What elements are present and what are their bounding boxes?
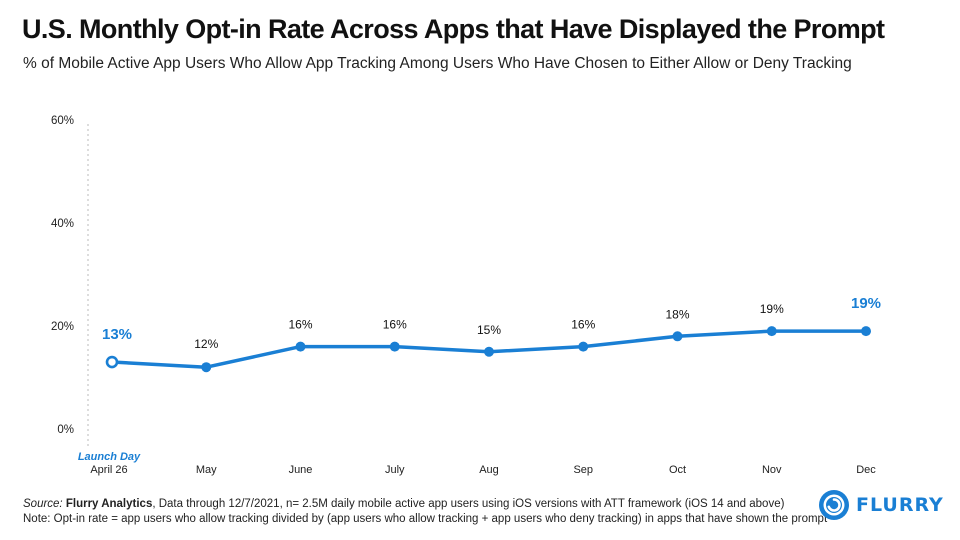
- note-line: Note: Opt-in rate = app users who allow …: [23, 513, 828, 525]
- flurry-logo: FLURRY: [818, 489, 944, 521]
- source-label: Source:: [23, 498, 63, 510]
- launch-day-label: Launch Day: [78, 451, 141, 463]
- chart-subtitle: % of Mobile Active App Users Who Allow A…: [23, 55, 852, 72]
- source-line: Source: Flurry Analytics, Data through 1…: [23, 497, 827, 512]
- x-tick-label: Dec: [856, 464, 876, 476]
- x-tick-label: Sep: [573, 464, 593, 476]
- y-tick-label: 60%: [51, 115, 74, 127]
- source-text: , Data through 12/7/2021, n= 2.5M daily …: [152, 498, 785, 510]
- data-label: 12%: [194, 337, 218, 351]
- data-point: [201, 362, 212, 373]
- data-label: 13%: [102, 326, 132, 343]
- flurry-swirl-icon: [819, 490, 849, 520]
- data-point: [484, 346, 494, 357]
- chart-title: U.S. Monthly Opt-in Rate Across Apps tha…: [22, 14, 885, 44]
- data-point: [672, 331, 683, 342]
- data-point-hollow: [105, 355, 119, 369]
- x-tick-label: April 26: [90, 464, 127, 476]
- data-label: 19%: [851, 295, 881, 312]
- data-label: 16%: [383, 318, 407, 332]
- data-point: [578, 341, 589, 352]
- y-tick-label: 0%: [57, 424, 74, 436]
- x-tick-label: Nov: [762, 464, 782, 476]
- y-tick-label: 40%: [51, 218, 74, 230]
- data-point: [295, 341, 306, 352]
- x-tick-label: July: [385, 464, 405, 476]
- data-point: [389, 341, 400, 352]
- source-name: Flurry Analytics: [65, 498, 153, 510]
- flurry-logo-text: FLURRY: [856, 494, 944, 516]
- data-label: 15%: [477, 323, 501, 337]
- data-label: 16%: [288, 318, 312, 332]
- data-point: [766, 326, 777, 337]
- chart-footer: Source: Flurry Analytics, Data through 1…: [23, 497, 827, 527]
- data-label: 16%: [571, 318, 595, 332]
- x-tick-label: June: [289, 464, 313, 476]
- x-tick-label: Aug: [479, 464, 499, 476]
- y-tick-label: 20%: [51, 321, 74, 333]
- x-tick-label: May: [196, 464, 217, 476]
- data-label: 19%: [760, 302, 784, 316]
- data-point: [861, 326, 871, 337]
- data-label: 18%: [665, 307, 689, 321]
- x-tick-label: Oct: [669, 464, 686, 476]
